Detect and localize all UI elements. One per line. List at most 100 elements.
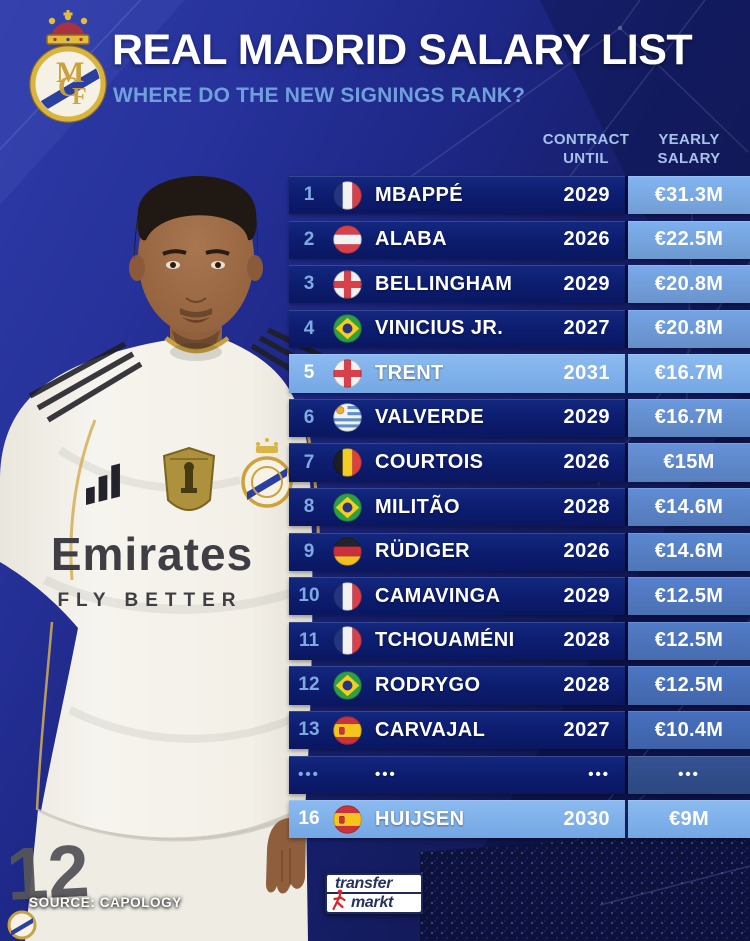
shorts-number: 12 [4,829,91,916]
table-row: 12 RODRYGO 2028 €12.5M [289,666,750,705]
table-row-main-cell: 12 RODRYGO 2028 [289,666,625,705]
column-header-contract-line2: UNTIL [563,150,609,167]
rank-label: 5 [303,362,315,384]
table-row: 8 MILITÃO 2028 €14.6M [289,488,750,527]
table-row-main-cell: 1 MBAPPÉ 2029 [289,176,625,215]
cell-divider [625,443,628,482]
contract-until-value: 2028 [563,629,610,652]
table-row-main-cell: 10 CAMAVINGA 2029 [289,577,625,616]
rank-label: 3 [303,273,315,295]
rank-label: 4 [303,317,315,339]
nationality-flag-icon [333,537,362,566]
table-row-main-cell: 2 ALABA 2026 [289,220,625,259]
nationality-flag-icon [333,359,362,388]
real-madrid-crest: M C F [29,10,107,123]
nationality-flag-icon [333,492,362,522]
salary-value: €9M [628,800,750,839]
rank-label: ••• [298,766,320,784]
salary-value: €12.5M [628,621,750,660]
salary-value: €16.7M [628,398,750,438]
cell-divider [625,621,628,660]
cell-divider [625,577,628,616]
contract-until-value: 2026 [563,451,610,474]
cell-divider [625,309,628,348]
runner-icon [332,889,346,911]
table-row-main-cell: 5 TRENT 2031 [289,354,625,393]
player-name: CAMAVINGA [375,584,501,607]
line-node [617,25,623,31]
table-row: 10 CAMAVINGA 2029 €12.5M [289,577,750,616]
contract-until-value: 2029 [563,584,610,607]
contract-until-value: 2031 [563,361,610,384]
salary-value: €14.6M [628,488,750,527]
table-row-main-cell: 8 MILITÃO 2028 [289,488,625,527]
nationality-flag-icon [333,270,362,299]
contract-until-value: 2027 [563,317,610,340]
table-row: 4 VINICIUS JR. 2027 €20.8M [289,309,750,348]
player-name: TRENT [375,361,444,384]
contract-until-value: 2030 [563,807,610,830]
rank-label: 13 [298,719,320,741]
contract-until-value: 2027 [563,718,610,741]
jersey-tagline-text: FLY BETTER [57,590,242,611]
rank-label: 9 [303,540,315,562]
collar-shadow [170,343,222,361]
cell-divider [625,398,628,438]
rank-label: 2 [303,228,315,250]
table-row-main-cell: 11 TCHOUAMÉNI 2028 [289,621,625,660]
table-row-main-cell: 13 CARVAJAL 2027 [289,710,625,750]
table-row: 6 VALVERDE 2029 €16.7M [289,398,750,438]
nationality-flag-icon [333,403,362,433]
table-row-main-cell: 4 VINICIUS JR. 2027 [289,309,625,348]
player-name: ALABA [375,228,447,251]
salary-value: €10.4M [628,710,750,750]
player-hair [137,175,257,241]
salary-table: 1 MBAPPÉ 2029 €31.3M 2 ALABA 2026 €22.5M… [289,176,750,839]
shorts-seam [37,808,307,842]
contract-until-value: 2029 [563,183,610,206]
table-row-main-cell: 9 RÜDIGER 2026 [289,532,625,571]
contract-until-value: 2029 [563,406,610,429]
rank-label: 16 [298,808,320,830]
player-name: VALVERDE [375,406,485,429]
transfermarkt-logo-line2: markt [351,894,394,911]
nationality-flag-icon [333,448,362,477]
contract-until-value: 2029 [563,272,610,295]
cell-divider [625,220,628,259]
cell-divider [625,354,628,393]
player-name: VINICIUS JR. [375,317,504,340]
nationality-flag-icon [333,314,362,344]
rank-label: 10 [298,585,320,607]
salary-value: €12.5M [628,577,750,616]
cell-divider [625,666,628,705]
table-row: ••• ••• ••• ••• [289,755,750,794]
svg-text:C: C [58,72,78,103]
player-name: HUIJSEN [375,807,465,830]
jersey-sponsor-text: Emirates [51,528,253,580]
crest-badge: M C F [29,45,107,123]
adidas-logo [86,463,120,505]
page-title: REAL MADRID SALARY LIST [112,26,693,74]
contract-until-value: ••• [588,766,610,784]
player-name: RODRYGO [375,673,481,696]
nationality-flag-icon [333,715,362,745]
table-row: 2 ALABA 2026 €22.5M [289,220,750,259]
cell-divider [625,488,628,527]
salary-value: €22.5M [628,220,750,259]
player-name: TCHOUAMÉNI [375,629,515,652]
rank-label: 1 [303,184,315,206]
player-head [129,175,263,350]
contract-until-value: 2028 [563,673,610,696]
player-name: COURTOIS [375,451,484,474]
player-name: CARVAJAL [375,718,486,741]
player-jersey [0,340,313,843]
page-subtitle: WHERE DO THE NEW SIGNINGS RANK? [113,84,526,107]
table-row: 11 TCHOUAMÉNI 2028 €12.5M [289,621,750,660]
column-header-contract-line1: CONTRACT [542,131,630,148]
nationality-flag-icon [333,582,362,611]
nationality-flag-icon [333,805,362,834]
table-row: 5 TRENT 2031 €16.7M [289,354,750,393]
svg-text:F: F [72,84,87,110]
player-face-features [162,249,230,350]
